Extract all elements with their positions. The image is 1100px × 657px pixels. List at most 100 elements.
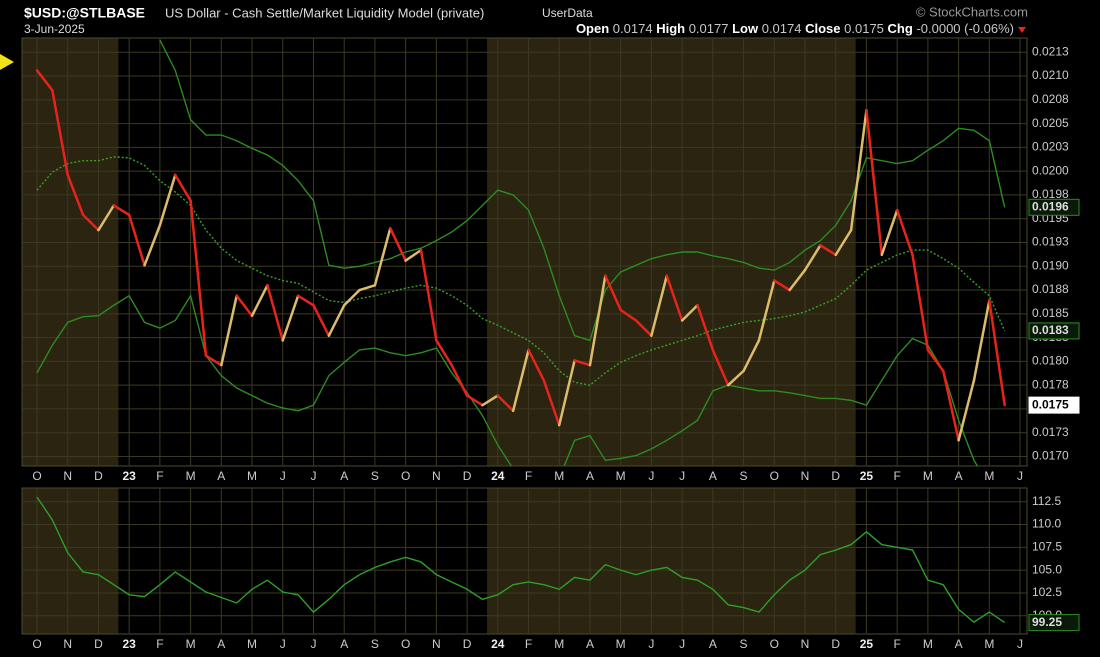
series-group xyxy=(35,39,1006,466)
x-tick-label: A xyxy=(955,637,963,651)
price-segment xyxy=(327,304,346,337)
pane-frame xyxy=(21,37,1028,467)
price-segment xyxy=(373,226,392,287)
band-line xyxy=(36,293,979,466)
price-segment xyxy=(204,354,223,367)
last-value-box xyxy=(1028,614,1080,632)
price-segment xyxy=(235,294,254,317)
price-segment xyxy=(757,279,776,342)
price-segment xyxy=(97,204,116,232)
x-tick-label: J xyxy=(1017,637,1023,651)
plot-layer: 0.0170 0.0173 0.0175 0.0178 0.0180 0.0183 0.01… xyxy=(21,37,1080,651)
period-shade xyxy=(22,38,119,466)
x-tick-label: N xyxy=(801,637,810,651)
last-value-label: 0.0183 xyxy=(1032,323,1069,337)
x-tick-label: A xyxy=(709,637,717,651)
price-segment xyxy=(250,284,269,317)
x-tick-label: A xyxy=(586,637,594,651)
band-line xyxy=(159,39,1006,342)
last-value-label: 0.0196 xyxy=(1032,199,1069,213)
x-tick-label: M xyxy=(186,469,196,483)
price-segment xyxy=(81,213,100,232)
x-tick-label: F xyxy=(156,637,163,651)
x-tick-label: F xyxy=(525,469,532,483)
x-tick-label: F xyxy=(893,637,900,651)
y-tick-label: 0.0210 xyxy=(1032,68,1069,82)
price-segment xyxy=(711,348,730,387)
brand: © StockCharts.com xyxy=(916,4,1028,19)
pointer xyxy=(0,54,14,70)
price-segment xyxy=(435,339,453,367)
price-segment xyxy=(941,369,960,442)
x-tick-label: S xyxy=(740,469,748,483)
last-value-box xyxy=(1028,322,1080,340)
price-segment xyxy=(358,284,377,292)
high-label: High xyxy=(656,21,685,36)
x-tick-label: A xyxy=(340,637,348,651)
x-tick-label: J xyxy=(280,469,286,483)
y-tick-label: 0.0185 xyxy=(1032,306,1069,320)
series-group xyxy=(36,496,1006,624)
x-tick-label: N xyxy=(63,637,72,651)
x-tick-label: M xyxy=(923,637,933,651)
x-tick-label: D xyxy=(831,469,840,483)
x-tick-label: O xyxy=(32,469,41,483)
price-segment xyxy=(143,224,162,267)
price-segment xyxy=(112,204,131,217)
price-segment xyxy=(972,299,991,382)
x-tick-label: O xyxy=(401,469,410,483)
x-tick-label: M xyxy=(247,469,257,483)
y-tick-label: 105.0 xyxy=(1032,562,1062,576)
description: US Dollar - Cash Settle/Market Liquidity… xyxy=(165,5,484,20)
x-tick-label: O xyxy=(770,469,779,483)
x-tick-label: D xyxy=(831,637,840,651)
period-shade xyxy=(487,38,856,466)
x-tick-label: J xyxy=(648,637,654,651)
band-line xyxy=(36,496,1006,624)
high: 0.0177 xyxy=(689,21,729,36)
middle-band xyxy=(36,156,1006,386)
x-tick-label: D xyxy=(94,469,103,483)
y-tick-label: 102.5 xyxy=(1032,585,1062,599)
x-tick-label: O xyxy=(32,637,41,651)
price-segment xyxy=(588,274,607,367)
price-segment xyxy=(849,109,868,232)
x-tick-label: 25 xyxy=(860,469,874,483)
x-tick-label: S xyxy=(371,637,379,651)
price-segment xyxy=(511,348,530,413)
pane-frame xyxy=(21,487,1028,635)
y-tick-label: 110.0 xyxy=(1032,517,1061,531)
price-segment xyxy=(895,208,914,257)
x-tick-label: M xyxy=(616,469,626,483)
y-tick-label: 0.0188 xyxy=(1032,282,1069,296)
price-segment xyxy=(911,253,930,352)
price-segment xyxy=(342,288,361,307)
price-segment xyxy=(281,294,300,342)
quote: Open 0.0174 High 0.0177 Low 0.0174 Close… xyxy=(576,21,1014,36)
period-shade xyxy=(22,488,119,634)
price-segment xyxy=(650,274,669,337)
x-tick-label: D xyxy=(94,637,103,651)
price-segment xyxy=(127,213,146,267)
y-tick-label: 0.0198 xyxy=(1032,187,1069,201)
y-tick-label: 0.0208 xyxy=(1032,92,1069,106)
symbol: $USD:@STLBASE xyxy=(24,5,145,21)
x-tick-label: O xyxy=(401,637,410,651)
x-tick-label: M xyxy=(554,637,564,651)
price-segment xyxy=(742,339,761,373)
price-segment xyxy=(35,69,54,92)
down-arrow xyxy=(1018,27,1026,33)
price-segment xyxy=(726,369,745,387)
x-tick-label: M xyxy=(923,469,933,483)
x-tick-label: F xyxy=(525,637,532,651)
price-segment xyxy=(696,304,715,352)
x-tick-label: N xyxy=(432,469,441,483)
price-segment xyxy=(527,348,546,382)
y-tick-label: 0.0178 xyxy=(1032,377,1069,391)
y-tick-label: 0.0205 xyxy=(1032,116,1069,130)
y-tick-label: 0.0170 xyxy=(1032,449,1069,463)
x-tick-label: F xyxy=(893,469,900,483)
price-segment xyxy=(557,359,576,427)
x-tick-label: N xyxy=(63,469,72,483)
